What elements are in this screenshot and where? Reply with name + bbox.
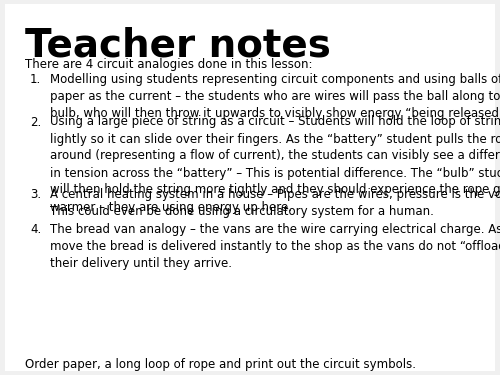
- Text: Modelling using students representing circuit components and using balls of
pape: Modelling using students representing ci…: [50, 73, 500, 120]
- Text: The bread van analogy – the vans are the wire carrying electrical charge. As the: The bread van analogy – the vans are the…: [50, 223, 500, 270]
- Text: Teacher notes: Teacher notes: [25, 26, 331, 64]
- Text: There are 4 circuit analogies done in this lesson:: There are 4 circuit analogies done in th…: [25, 58, 312, 71]
- Text: 2.: 2.: [30, 116, 41, 129]
- Text: 1.: 1.: [30, 73, 41, 86]
- Text: Order paper, a long loop of rope and print out the circuit symbols.: Order paper, a long loop of rope and pri…: [25, 358, 416, 371]
- FancyBboxPatch shape: [5, 4, 495, 371]
- Text: 3.: 3.: [30, 188, 41, 201]
- Text: 4.: 4.: [30, 223, 41, 236]
- Text: A central heating system in a house – Pipes are the wires, pressure is the volta: A central heating system in a house – Pi…: [50, 188, 500, 218]
- Text: Using a large piece of string as a circuit – Students will hold the loop of stri: Using a large piece of string as a circu…: [50, 116, 500, 213]
